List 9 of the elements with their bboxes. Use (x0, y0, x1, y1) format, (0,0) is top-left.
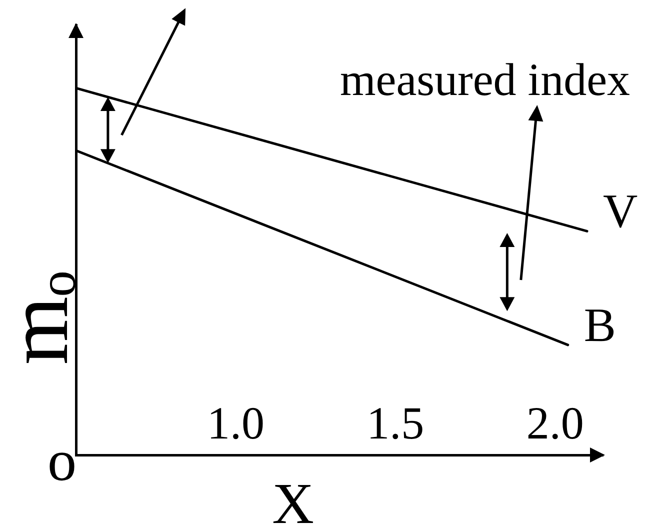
annotation: measured index (340, 54, 630, 105)
y-axis-title: mₒ (0, 271, 87, 365)
annotation: o (48, 428, 76, 493)
x-tick-label: 1.5 (366, 397, 424, 448)
series-label: V (603, 185, 638, 238)
x-tick-label: 2.0 (526, 397, 584, 448)
x-tick-label: 1.0 (206, 397, 264, 448)
x-axis-title: X (272, 471, 314, 528)
series-label: B (584, 298, 616, 352)
